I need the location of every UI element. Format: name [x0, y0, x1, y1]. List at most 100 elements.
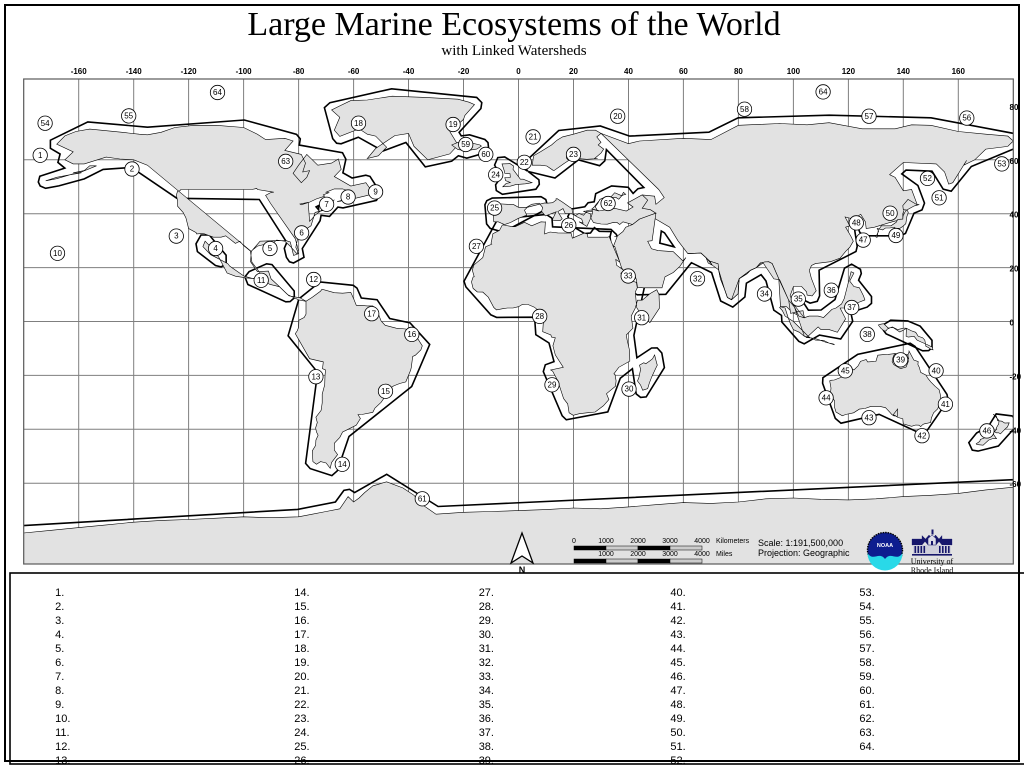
svg-text:120: 120: [842, 67, 856, 76]
svg-text:11: 11: [257, 276, 266, 285]
svg-text:-40: -40: [403, 67, 415, 76]
svg-text:20: 20: [1010, 265, 1019, 274]
svg-text:7.: 7.: [55, 671, 64, 683]
svg-text:50: 50: [886, 209, 895, 218]
svg-text:28.: 28.: [479, 601, 494, 613]
svg-text:40: 40: [932, 366, 941, 375]
svg-text:12.: 12.: [55, 741, 70, 753]
svg-text:27.: 27.: [479, 587, 494, 599]
svg-text:41.: 41.: [670, 601, 685, 613]
svg-text:34: 34: [760, 290, 769, 299]
svg-text:58.: 58.: [859, 657, 874, 669]
svg-text:Miles: Miles: [716, 551, 733, 558]
svg-text:20: 20: [613, 112, 622, 121]
svg-text:54.: 54.: [859, 601, 874, 613]
svg-text:1000: 1000: [598, 551, 614, 558]
svg-text:160: 160: [952, 67, 966, 76]
svg-text:46.: 46.: [670, 671, 685, 683]
svg-text:64.: 64.: [859, 741, 874, 753]
svg-text:44: 44: [822, 393, 831, 402]
svg-text:15.: 15.: [294, 601, 309, 613]
svg-text:7: 7: [324, 200, 329, 209]
svg-text:17.: 17.: [294, 629, 309, 641]
svg-text:31: 31: [637, 313, 646, 322]
svg-text:42.: 42.: [670, 615, 685, 627]
svg-text:34.: 34.: [479, 685, 494, 697]
svg-text:6.: 6.: [55, 657, 64, 669]
svg-text:0: 0: [516, 67, 521, 76]
svg-text:-20: -20: [458, 67, 470, 76]
svg-text:63: 63: [281, 157, 290, 166]
svg-text:100: 100: [787, 67, 801, 76]
svg-text:30.: 30.: [479, 629, 494, 641]
svg-text:46: 46: [982, 427, 991, 436]
svg-text:13: 13: [311, 372, 320, 381]
svg-text:Kilometers: Kilometers: [716, 538, 750, 545]
svg-text:8.: 8.: [55, 685, 64, 697]
svg-text:43: 43: [865, 413, 874, 422]
svg-text:0: 0: [572, 538, 576, 545]
svg-text:-80: -80: [293, 67, 305, 76]
svg-text:19.: 19.: [294, 657, 309, 669]
svg-text:1.: 1.: [55, 587, 64, 599]
svg-text:5.: 5.: [55, 643, 64, 655]
svg-text:23: 23: [569, 150, 578, 159]
svg-text:4: 4: [213, 244, 218, 253]
svg-text:4000: 4000: [694, 551, 710, 558]
svg-text:33: 33: [624, 272, 633, 281]
svg-text:19: 19: [449, 120, 458, 129]
svg-text:35: 35: [794, 295, 803, 304]
svg-text:3.: 3.: [55, 615, 64, 627]
svg-text:20: 20: [569, 67, 578, 76]
svg-text:26.: 26.: [294, 755, 309, 767]
svg-text:45: 45: [841, 366, 850, 375]
svg-text:12: 12: [309, 275, 318, 284]
svg-text:-100: -100: [236, 67, 253, 76]
svg-text:63.: 63.: [859, 727, 874, 739]
svg-text:40: 40: [1010, 211, 1019, 220]
svg-text:49: 49: [891, 231, 900, 240]
svg-text:80: 80: [734, 67, 743, 76]
svg-text:36: 36: [827, 286, 836, 295]
svg-text:2.: 2.: [55, 601, 64, 613]
svg-text:18.: 18.: [294, 643, 309, 655]
svg-text:55: 55: [124, 112, 133, 121]
svg-text:32.: 32.: [479, 657, 494, 669]
svg-text:37.: 37.: [479, 727, 494, 739]
svg-text:61.: 61.: [859, 699, 874, 711]
svg-text:29: 29: [548, 380, 557, 389]
svg-text:57: 57: [865, 112, 874, 121]
svg-text:48.: 48.: [670, 699, 685, 711]
svg-text:51: 51: [935, 193, 944, 202]
svg-text:3: 3: [174, 232, 179, 241]
svg-text:24.: 24.: [294, 727, 309, 739]
svg-text:30: 30: [625, 385, 634, 394]
svg-text:51.: 51.: [670, 741, 685, 753]
svg-text:60: 60: [481, 150, 490, 159]
svg-text:8: 8: [346, 193, 351, 202]
svg-text:64: 64: [213, 88, 222, 97]
svg-text:11.: 11.: [55, 727, 69, 739]
svg-text:23.: 23.: [294, 713, 309, 725]
svg-text:-140: -140: [126, 67, 143, 76]
svg-text:NOAA: NOAA: [877, 543, 893, 549]
svg-text:9.: 9.: [55, 699, 64, 711]
svg-text:26: 26: [564, 221, 573, 230]
svg-text:-40: -40: [1010, 426, 1022, 435]
svg-text:9: 9: [373, 188, 378, 197]
svg-text:64: 64: [819, 88, 828, 97]
svg-text:3000: 3000: [662, 551, 678, 558]
svg-text:4.: 4.: [55, 629, 64, 641]
svg-text:58: 58: [740, 105, 749, 114]
svg-text:29.: 29.: [479, 615, 494, 627]
svg-text:40: 40: [624, 67, 633, 76]
svg-text:57.: 57.: [859, 643, 874, 655]
svg-text:49.: 49.: [670, 713, 685, 725]
svg-text:56.: 56.: [859, 629, 874, 641]
svg-text:48: 48: [852, 219, 861, 228]
svg-text:22.: 22.: [294, 699, 309, 711]
svg-text:59: 59: [461, 140, 470, 149]
svg-text:14.: 14.: [294, 587, 309, 599]
svg-text:42: 42: [918, 431, 927, 440]
svg-text:38: 38: [863, 330, 872, 339]
